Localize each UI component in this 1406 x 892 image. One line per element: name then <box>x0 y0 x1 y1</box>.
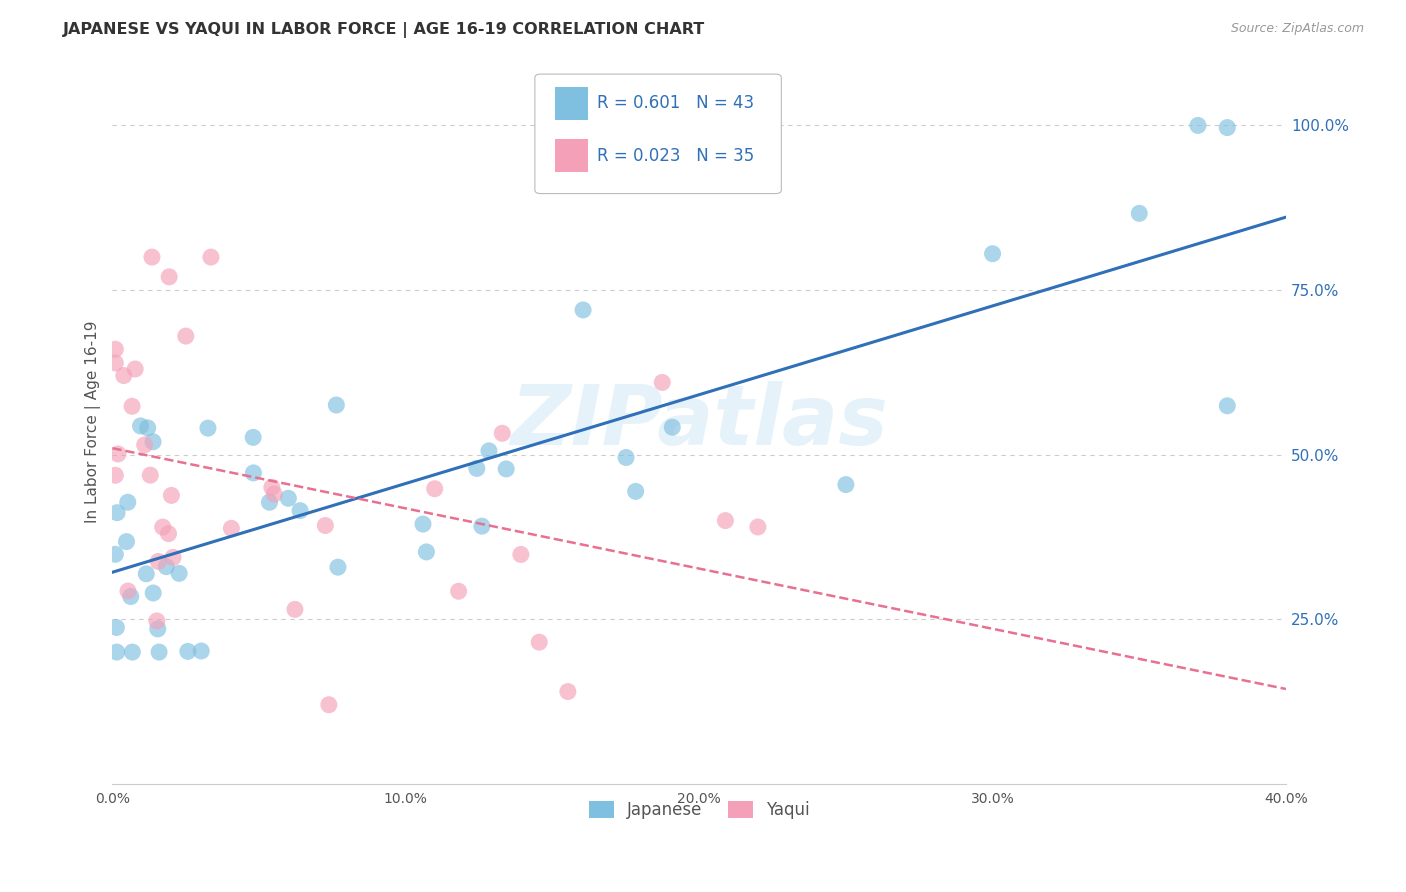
FancyBboxPatch shape <box>534 74 782 194</box>
Point <box>284 602 307 616</box>
Point <box>200 250 222 264</box>
Point <box>423 482 446 496</box>
Point <box>714 514 737 528</box>
Point <box>117 495 139 509</box>
Point <box>326 560 349 574</box>
Point <box>121 399 143 413</box>
Point <box>104 468 127 483</box>
Point <box>121 645 143 659</box>
Point <box>135 566 157 581</box>
Point <box>491 426 513 441</box>
Text: Source: ZipAtlas.com: Source: ZipAtlas.com <box>1230 22 1364 36</box>
Point <box>104 547 127 561</box>
Point <box>142 586 165 600</box>
Point <box>117 584 139 599</box>
Point <box>557 684 579 698</box>
Text: ZIPatlas: ZIPatlas <box>510 381 889 462</box>
Point <box>105 506 128 520</box>
Point <box>157 269 180 284</box>
Point <box>263 487 285 501</box>
Point <box>325 398 347 412</box>
Point <box>465 461 488 475</box>
Point <box>174 329 197 343</box>
Point <box>221 521 243 535</box>
Point <box>197 421 219 435</box>
Text: R = 0.023   N = 35: R = 0.023 N = 35 <box>598 147 755 165</box>
Point <box>107 447 129 461</box>
Point <box>129 419 152 434</box>
Point <box>105 620 128 634</box>
Point <box>614 450 637 465</box>
Point <box>146 614 169 628</box>
Point <box>447 584 470 599</box>
Point <box>747 520 769 534</box>
Point <box>415 545 437 559</box>
Text: R = 0.601   N = 43: R = 0.601 N = 43 <box>598 94 754 112</box>
Point <box>509 548 531 562</box>
Point <box>148 554 170 568</box>
Point <box>412 517 434 532</box>
Point <box>529 635 551 649</box>
Point <box>104 356 127 370</box>
Point <box>1187 119 1209 133</box>
Point <box>105 645 128 659</box>
Point <box>661 420 683 434</box>
Point <box>1216 120 1239 135</box>
Point <box>124 362 146 376</box>
Point <box>478 443 501 458</box>
Point <box>148 645 170 659</box>
Point <box>242 466 264 480</box>
Point <box>259 495 281 509</box>
Point <box>142 434 165 449</box>
Point <box>160 488 183 502</box>
Point <box>624 484 647 499</box>
Point <box>471 519 494 533</box>
Point <box>314 518 336 533</box>
Point <box>260 480 283 494</box>
FancyBboxPatch shape <box>555 139 588 172</box>
Point <box>572 302 595 317</box>
Point <box>155 559 177 574</box>
Point <box>242 430 264 444</box>
Point <box>120 590 142 604</box>
Point <box>288 503 311 517</box>
Point <box>1128 206 1150 220</box>
Point <box>115 534 138 549</box>
Point <box>277 491 299 506</box>
FancyBboxPatch shape <box>555 87 588 120</box>
Point <box>835 477 858 491</box>
Legend: Japanese, Yaqui: Japanese, Yaqui <box>582 795 817 826</box>
Point <box>981 246 1004 260</box>
Point <box>146 622 169 636</box>
Point <box>112 368 135 383</box>
Point <box>139 468 162 483</box>
Point <box>162 550 184 565</box>
Point <box>134 438 156 452</box>
Point <box>190 644 212 658</box>
Point <box>1216 399 1239 413</box>
Point <box>177 644 200 658</box>
Point <box>104 343 127 357</box>
Point <box>141 250 163 264</box>
Point <box>651 376 673 390</box>
Point <box>152 520 174 534</box>
Point <box>167 566 190 581</box>
Point <box>136 421 159 435</box>
Point <box>157 526 180 541</box>
Point <box>318 698 340 712</box>
Y-axis label: In Labor Force | Age 16-19: In Labor Force | Age 16-19 <box>86 320 101 523</box>
Point <box>495 462 517 476</box>
Text: JAPANESE VS YAQUI IN LABOR FORCE | AGE 16-19 CORRELATION CHART: JAPANESE VS YAQUI IN LABOR FORCE | AGE 1… <box>63 22 706 38</box>
